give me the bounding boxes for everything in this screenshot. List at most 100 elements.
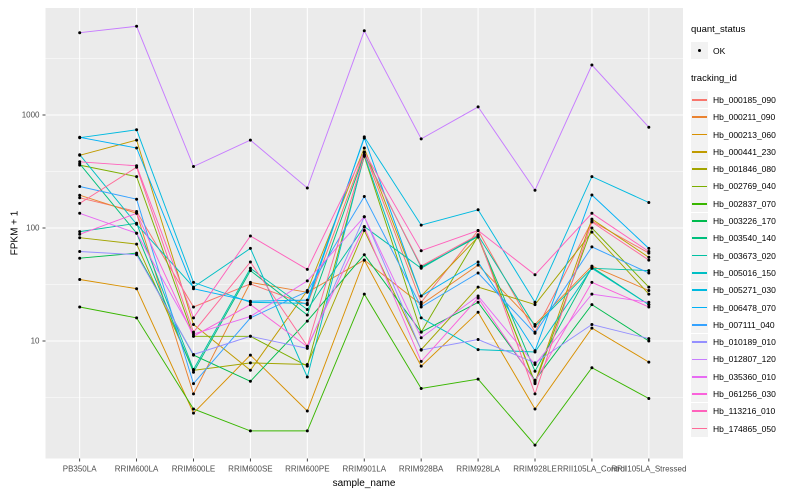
data-point: [192, 280, 195, 284]
data-point: [476, 208, 480, 212]
data-point: [248, 361, 252, 365]
legend-item-label: Hb_006478_070: [713, 302, 776, 313]
data-point: [305, 298, 309, 302]
data-point: [476, 260, 480, 264]
data-point: [533, 392, 537, 396]
data-point: [647, 269, 651, 273]
x-tick-label: RRIM600PE: [285, 465, 329, 474]
data-point: [590, 175, 594, 179]
data-point: [362, 225, 366, 229]
legend-item-label: Hb_035360_010: [713, 371, 776, 382]
data-point: [533, 300, 537, 304]
legend-item-Hb_010189_010: Hb_010189_010: [691, 333, 799, 351]
series-key-icon: [691, 143, 708, 161]
data-point: [192, 382, 195, 386]
x-tick-label: RRIM928BA: [399, 465, 444, 474]
series-key-icon: [691, 229, 708, 247]
legend-item-label: Hb_005016_150: [713, 267, 776, 278]
tracking-id-entries: Hb_000185_090 Hb_000211_090 Hb_000213_060 H…: [691, 91, 799, 438]
legend-item-label: Hb_003673_020: [713, 250, 776, 261]
data-point: [419, 336, 423, 340]
data-point: [248, 303, 252, 307]
point-marker-icon: [697, 49, 702, 53]
data-point: [135, 253, 139, 257]
legend-item-Hb_005271_030: Hb_005271_030: [691, 281, 799, 299]
x-tick-label: RRII105LA_Control: [557, 465, 627, 474]
data-point: [590, 326, 594, 330]
data-point: [590, 303, 594, 307]
data-point: [590, 292, 594, 296]
data-point: [419, 137, 423, 141]
data-point: [419, 364, 423, 368]
x-tick-label: RRIM600SE: [228, 465, 272, 474]
data-point: [248, 334, 252, 338]
data-point: [192, 305, 195, 309]
data-point: [248, 266, 252, 270]
data-point: [135, 222, 139, 226]
data-point: [647, 255, 651, 259]
legend-item-ok: OK: [691, 42, 799, 60]
data-point: [476, 310, 480, 314]
data-point: [419, 264, 423, 268]
data-point: [419, 387, 423, 390]
data-point: [590, 245, 594, 249]
data-point: [419, 348, 423, 352]
legend-item-Hb_001846_080: Hb_001846_080: [691, 160, 799, 178]
data-point: [135, 24, 139, 28]
legend-item-Hb_113216_010: Hb_113216_010: [691, 402, 799, 420]
data-point: [647, 339, 651, 343]
data-point: [248, 138, 252, 142]
data-point: [476, 338, 480, 341]
legend-item-label: OK: [713, 45, 726, 56]
data-point: [248, 246, 252, 250]
x-tick-label: RRIM600LE: [172, 465, 216, 474]
data-point: [248, 379, 252, 383]
data-point: [78, 278, 82, 281]
data-point: [305, 308, 309, 311]
data-point: [248, 429, 252, 433]
series-key-icon: [691, 91, 708, 109]
data-point: [305, 364, 309, 368]
data-point: [248, 314, 252, 318]
data-point: [647, 337, 651, 341]
data-point: [78, 232, 82, 236]
data-point: [533, 273, 537, 277]
data-point: [78, 196, 82, 200]
data-point: [647, 246, 651, 250]
series-key-icon: [691, 247, 708, 265]
x-tick-label: RRIM901LA: [342, 465, 386, 474]
legend-item-label: Hb_005271_030: [713, 285, 776, 296]
legend-item-label: Hb_002769_040: [713, 181, 776, 192]
data-point: [590, 366, 594, 370]
legend-item-Hb_061256_030: Hb_061256_030: [691, 385, 799, 403]
legend-item-label: Hb_174865_050: [713, 423, 776, 434]
legend-item-Hb_000213_060: Hb_000213_060: [691, 126, 799, 144]
data-point: [78, 256, 82, 260]
data-point: [192, 330, 195, 334]
legend-item-Hb_003540_140: Hb_003540_140: [691, 229, 799, 247]
data-point: [305, 429, 309, 433]
x-tick-label: PB350LA: [63, 465, 97, 474]
data-point: [647, 397, 651, 400]
data-point: [135, 287, 139, 291]
data-point: [192, 353, 195, 356]
legend-item-label: Hb_000185_090: [713, 94, 776, 105]
legend-item-Hb_012807_120: Hb_012807_120: [691, 350, 799, 368]
legend: quant_status OK tracking_id Hb_000185_09…: [691, 24, 799, 438]
data-point: [419, 266, 423, 270]
data-point: [533, 324, 537, 328]
data-point: [78, 236, 82, 240]
data-point: [248, 234, 252, 238]
data-point: [78, 193, 82, 197]
quant-status-legend-title: quant_status: [691, 24, 746, 35]
data-point: [590, 230, 594, 234]
series-key-icon: [691, 385, 708, 403]
data-point: [362, 146, 366, 150]
y-tick-label: 1000: [22, 111, 40, 120]
data-point: [78, 153, 82, 157]
data-point: [590, 220, 594, 224]
data-point: [362, 253, 366, 257]
data-point: [362, 29, 366, 33]
series-key-icon: [691, 333, 708, 351]
